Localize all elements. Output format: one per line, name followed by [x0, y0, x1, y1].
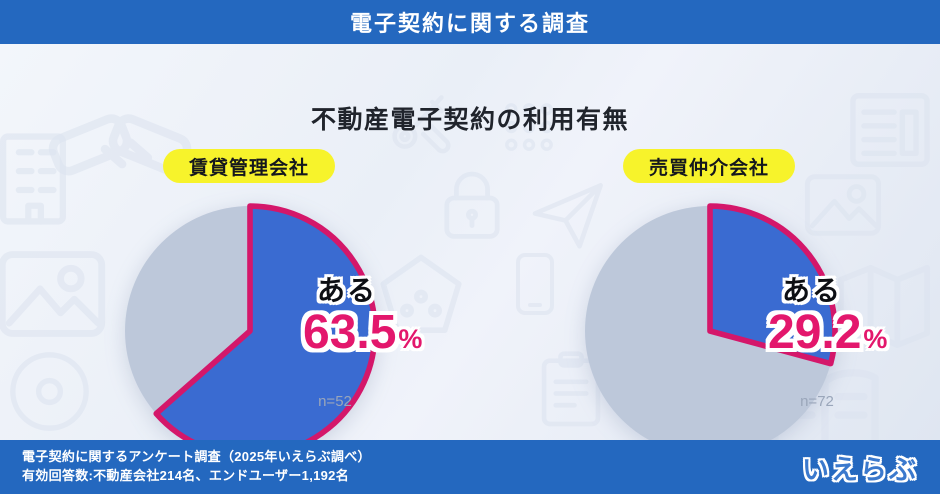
footer-band: 電子契約に関するアンケート調査（2025年いえらぶ調べ） 有効回答数:不動産会社… — [0, 440, 940, 494]
footer-line2: 有効回答数:不動産会社214名、エンドユーザー1,192名 — [22, 468, 349, 483]
answer-value: 63.5 — [303, 306, 397, 359]
value-row: 29.2% — [768, 309, 887, 357]
sample-size-rental: n=52 — [318, 393, 352, 410]
percent-sign: % — [398, 324, 423, 354]
answer-label: ある — [317, 275, 378, 306]
group-badge-sales-brokerage: 売買仲介会社 — [623, 149, 796, 183]
chart-title: 不動産電子契約の利用有無 — [310, 106, 629, 134]
sample-size-sales: n=72 — [800, 393, 834, 410]
callout-rental-management: ある 63.5% — [303, 277, 422, 357]
ierabu-logo: いえらぶ — [802, 454, 918, 485]
callout-sales-brokerage: ある 29.2% — [768, 277, 887, 357]
header-band: 電子契約に関する調査 — [0, 0, 940, 44]
group-badge-rental-management: 賃貸管理会社 — [163, 149, 336, 183]
watermark-phone-icon — [500, 249, 570, 319]
pie-chart-rental-management — [125, 203, 378, 440]
watermark-disc-icon — [2, 344, 97, 439]
header-title: 電子契約に関する調査 — [349, 11, 590, 36]
percent-sign: % — [863, 324, 888, 354]
value-row: 63.5% — [303, 309, 422, 357]
pie-answer-slice — [707, 203, 838, 367]
answer-value: 29.2 — [768, 306, 862, 359]
pie-chart-sales-brokerage — [585, 203, 838, 440]
footer-source: 電子契約に関するアンケート調査（2025年いえらぶ調べ） 有効回答数:不動産会社… — [22, 448, 371, 486]
answer-label: ある — [782, 275, 843, 306]
footer-line1: 電子契約に関するアンケート調査（2025年いえらぶ調べ） — [22, 449, 371, 465]
watermark-photo-icon — [0, 234, 112, 354]
watermark-building-icon — [0, 124, 88, 234]
pie-answer-slice — [153, 203, 378, 440]
chart-area: 不動産電子契約の利用有無 賃貸管理会社 ある 63.5% n=52 売買仲介会社… — [0, 44, 940, 440]
watermark-lock-icon — [430, 162, 514, 246]
